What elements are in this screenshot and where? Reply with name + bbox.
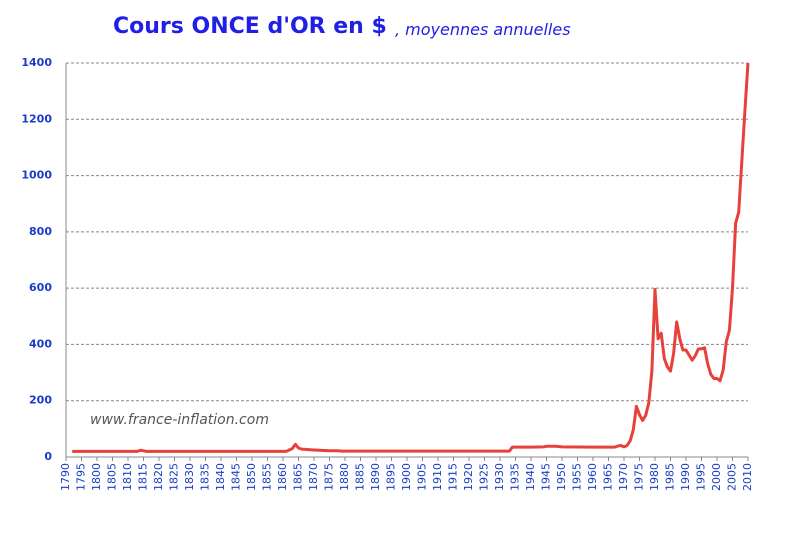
y-tick-label: 400 [29,337,52,350]
line [72,62,750,453]
x-tick-label: 1850 [245,463,258,491]
x-tick-label: 1790 [59,463,72,491]
x-tick-label: 1965 [602,463,615,491]
x-tick-label: 1885 [354,463,367,491]
x-tick-label: 1925 [478,463,491,491]
x-tick-label: 1800 [90,463,103,491]
x-tick-label: 2005 [726,463,739,491]
x-tick-label: 1985 [664,463,677,491]
x-tick-label: 1955 [571,463,584,491]
x-tick-label: 1960 [586,463,599,491]
y-tick-label: 600 [29,281,52,294]
x-tick-label: 1975 [633,463,646,491]
x-tick-label: 1990 [679,463,692,491]
x-tick-label: 1930 [493,463,506,491]
x-tick-label: 1795 [75,463,88,491]
x-tick-label: 1835 [199,463,212,491]
x-tick-label: 1870 [307,463,320,491]
y-tick-label: 200 [29,394,52,407]
x-tick-label: 1920 [462,463,475,491]
y-tick-label: 1200 [21,112,52,125]
x-tick-label: 1970 [617,463,630,491]
x-tick-label: 1935 [509,463,522,491]
x-tick-label: 1855 [261,463,274,491]
x-tick-label: 1980 [648,463,661,491]
x-tick-label: 1900 [400,463,413,491]
x-tick-label: 1945 [540,463,553,491]
x-tick-label: 1845 [230,463,243,491]
x-tick-label: 1905 [416,463,429,491]
x-tick-label: 1840 [214,463,227,491]
x-tick-label: 1820 [152,463,165,491]
x-tick-label: 1865 [292,463,305,491]
y-tick-label: 800 [29,225,52,238]
x-tick-label: 1880 [338,463,351,491]
x-tick-label: 1890 [369,463,382,491]
x-tick-label: 2010 [741,463,754,491]
x-tick-label: 1825 [168,463,181,491]
y-tick-label: 1000 [21,169,52,182]
annotation: www.france-inflation.com [90,412,269,428]
x-tick-label: 1830 [183,463,196,491]
x-tick-label: 1860 [276,463,289,491]
x-tick-label: 1810 [121,463,134,491]
x-tick-label: 2000 [710,463,723,491]
x-tick-label: 1815 [137,463,150,491]
x-tick-label: 1950 [555,463,568,491]
x-tick-label: 1910 [431,463,444,491]
chart-title: Cours ONCE d'OR en $ [113,14,387,39]
y-tick-label: 1400 [21,56,52,69]
x-tick-label: 1875 [323,463,336,491]
y-tick-label: 0 [44,450,52,463]
x-tick-label: 1805 [106,463,119,491]
x-tick-label: 1940 [524,463,537,491]
x-tick-label: 1995 [695,463,708,491]
x-tick-label: 1895 [385,463,398,491]
x-tick-label: 1915 [447,463,460,491]
chart-subtitle: , moyennes annuelles [395,20,571,39]
